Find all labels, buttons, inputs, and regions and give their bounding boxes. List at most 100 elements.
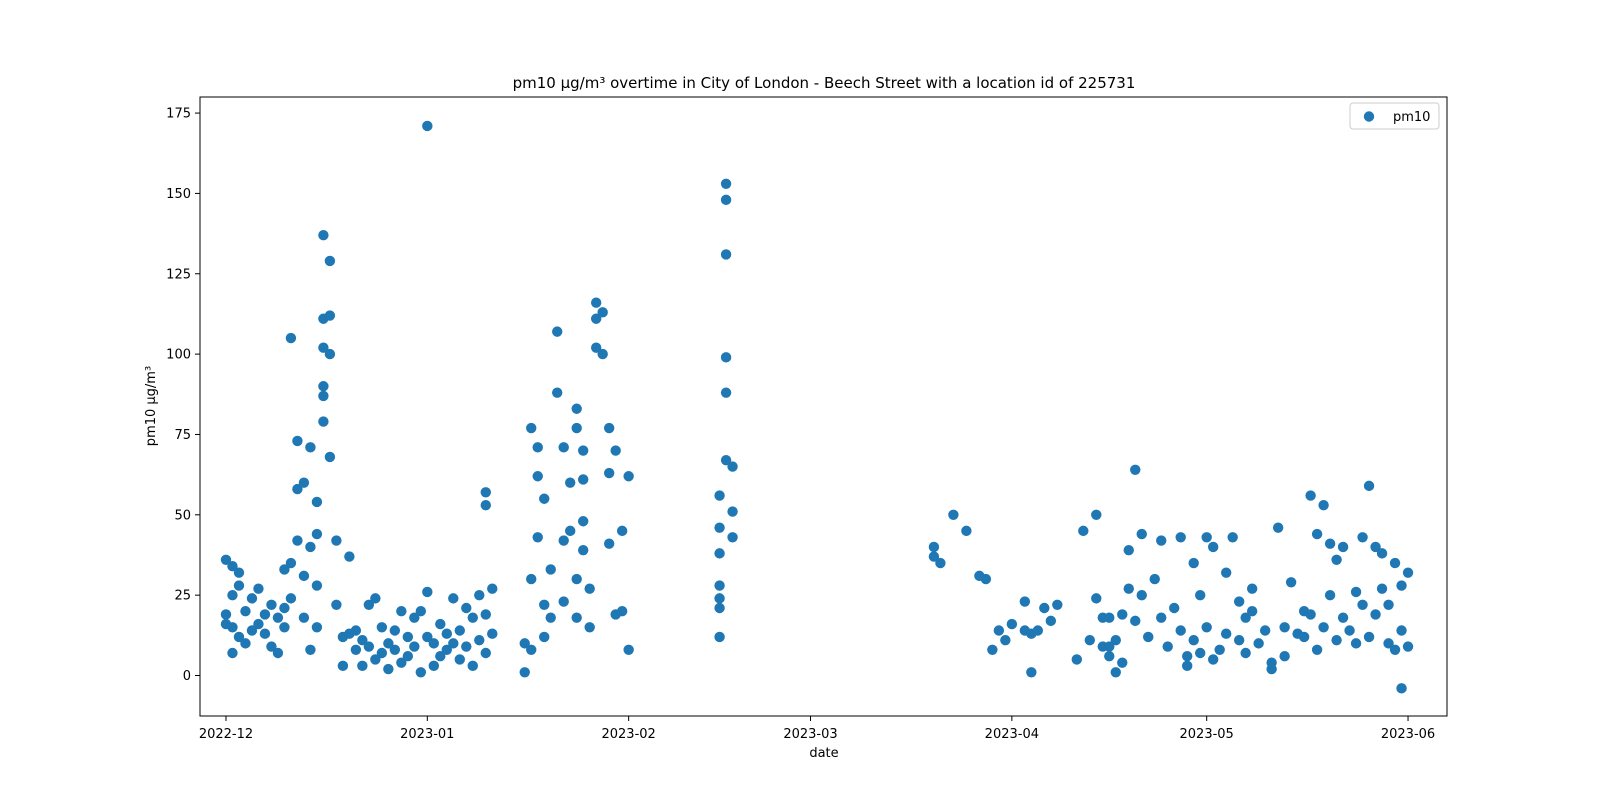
data-point [1272,522,1284,533]
data-point [474,634,485,646]
data-point [1350,638,1362,649]
data-point [558,442,569,453]
data-point [292,435,303,447]
data-point [402,651,414,662]
data-point [1175,532,1186,543]
data-point [1149,573,1160,585]
data-point [545,612,556,623]
data-point [422,120,433,132]
data-point [1032,625,1044,636]
data-point [331,599,342,610]
data-point [396,657,407,668]
data-point [279,622,290,633]
data-point [571,612,582,623]
data-point [519,638,530,649]
data-point [623,644,634,655]
data-point [272,647,284,659]
data-point [285,332,297,344]
data-point [526,573,537,585]
data-point [1311,644,1323,655]
data-point [1078,525,1089,537]
data-point [558,596,569,607]
data-point [714,593,725,604]
data-point [714,490,725,501]
legend-label: pm10 [1393,110,1430,125]
data-point [577,544,589,556]
data-point [1136,589,1147,601]
data-point [1162,641,1173,652]
data-point [603,467,615,479]
data-point [590,342,602,353]
data-point [1169,602,1180,614]
data-point [266,641,277,652]
data-point [305,644,316,655]
data-point [1259,625,1271,636]
data-point [720,387,732,398]
data-point [577,445,589,456]
data-point [1195,647,1206,659]
data-point [1143,631,1154,643]
data-point [1201,532,1212,543]
data-point [402,631,414,643]
data-point [487,628,498,639]
data-point [539,599,550,610]
x-tick-label: 2023-05 [1180,727,1234,742]
data-point [285,593,297,604]
data-point [1220,567,1232,578]
data-point [727,532,738,543]
data-point [714,631,725,643]
data-point [727,461,738,472]
data-point [1188,634,1199,646]
data-point [298,570,310,582]
data-point [1045,615,1057,627]
data-point [324,255,336,267]
x-tick-label: 2023-04 [985,727,1039,742]
data-point [1039,602,1050,614]
data-point [1188,557,1199,569]
data-point [435,618,446,630]
y-tick-label: 150 [166,187,191,202]
data-point [1246,606,1258,617]
y-tick-label: 175 [166,107,191,122]
data-point [1370,609,1381,620]
data-point [987,644,998,655]
data-point [318,416,329,427]
data-point [1357,532,1368,543]
data-point [714,602,725,614]
data-point [1305,609,1316,620]
y-tick-label: 75 [174,428,191,443]
data-point [714,522,725,533]
data-point [350,644,362,655]
data-point [1389,557,1401,569]
data-point [227,561,238,572]
data-point [279,564,290,575]
data-point [935,557,946,569]
data-point [422,586,433,598]
data-point [318,342,329,353]
data-point [396,606,407,617]
data-point [318,390,329,402]
data-point [720,352,732,363]
data-point [350,625,362,636]
data-point [227,589,238,601]
data-point [1240,612,1251,623]
legend-marker [1363,111,1375,122]
data-point [1110,667,1121,678]
data-point [292,535,303,546]
data-point [357,660,368,672]
data-point [558,535,569,546]
data-point [532,442,543,453]
data-point [1396,580,1407,591]
data-point [590,297,602,308]
plot-frame [199,96,1448,717]
data-point [1182,651,1193,662]
data-point [1201,622,1212,633]
data-point [376,622,388,633]
data-point [383,663,394,675]
chart-title: pm10 µg/m³ overtime in City of London - … [513,74,1136,92]
data-point [545,564,556,575]
data-point [480,609,491,620]
data-point [720,194,732,206]
data-point [285,557,297,569]
